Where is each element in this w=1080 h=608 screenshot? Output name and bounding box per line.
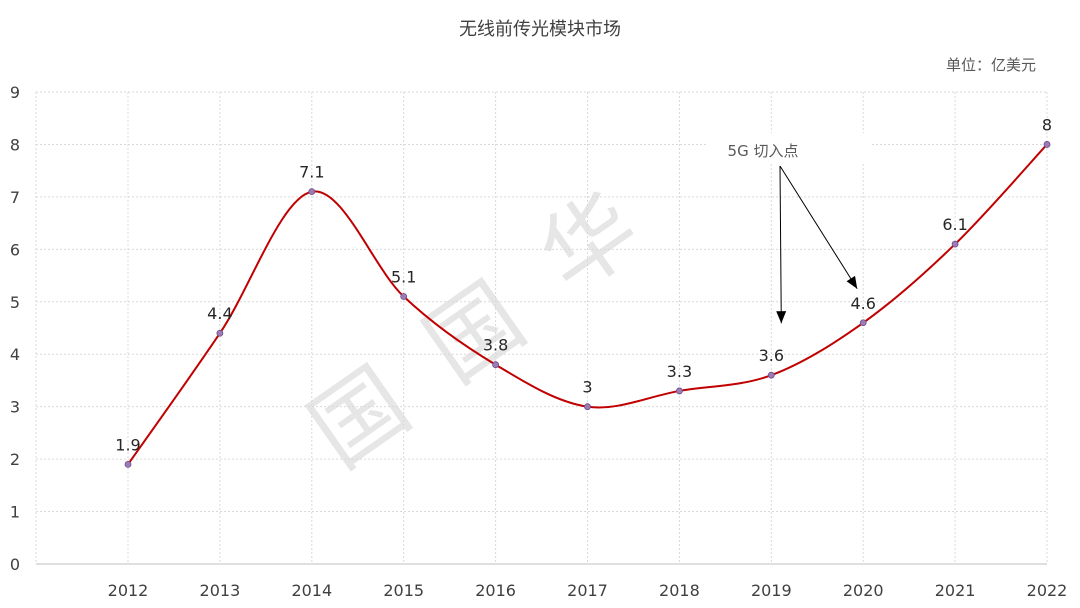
- y-tick-label: 2: [10, 450, 20, 469]
- series-line: [127, 143, 1048, 465]
- x-tick-label: 2016: [475, 581, 516, 600]
- gridlines: [35, 91, 1048, 565]
- data-point: [216, 329, 224, 337]
- annotation-arrows: [776, 165, 858, 324]
- y-tick-label: 0: [10, 555, 20, 574]
- chart-title: 无线前传光模块市场: [459, 19, 621, 40]
- x-axis-ticks: 2012 2013 2014 2015 2016 2017 2018 2019 2020 2021…: [108, 581, 1068, 600]
- annotation-arrow: [779, 165, 858, 290]
- data-point: [308, 188, 316, 196]
- x-tick-label: 2012: [108, 581, 149, 600]
- data-point: [859, 319, 867, 327]
- y-tick-label: 9: [10, 83, 20, 102]
- data-label: 4.6: [850, 294, 875, 313]
- annotation-arrow: [779, 165, 782, 324]
- unit-label: 单位：亿美元: [946, 56, 1036, 74]
- data-point: [584, 403, 591, 411]
- y-tick-label: 7: [10, 188, 20, 207]
- x-tick-label: 2015: [383, 581, 424, 600]
- x-tick-label: 2019: [751, 581, 792, 600]
- watermark-char-2: 国: [406, 263, 543, 403]
- watermark-char-3: 华: [521, 173, 658, 313]
- x-tick-label: 2020: [843, 581, 884, 600]
- data-label: 3: [582, 378, 592, 397]
- y-tick-label: 4: [10, 345, 20, 364]
- data-point: [951, 240, 959, 248]
- data-label: 5.1: [391, 268, 416, 287]
- data-point: [492, 361, 500, 369]
- data-labels: 1.9 4.4 7.1 5.1 3.8 3 3.3 3.6 4.6 6.1 8: [115, 115, 1052, 454]
- y-tick-label: 8: [10, 135, 20, 154]
- data-label: 3.3: [667, 362, 692, 381]
- data-point: [124, 460, 132, 468]
- data-markers: [124, 141, 1051, 468]
- annotation-box: [706, 133, 871, 163]
- x-tick-label: 2022: [1027, 581, 1068, 600]
- data-point: [400, 293, 408, 300]
- y-axis-ticks: 0 1 2 3 4 5 6 7 8 9: [10, 83, 20, 574]
- data-point: [767, 371, 775, 379]
- annotation-arrowhead: [776, 311, 787, 324]
- watermark: 国 国 华: [291, 173, 658, 488]
- y-tick-label: 6: [10, 240, 20, 259]
- annotation-label: 5G 切入点: [728, 142, 799, 160]
- y-tick-label: 3: [10, 398, 20, 417]
- x-tick-label: 2021: [935, 581, 976, 600]
- annotation-arrowhead: [846, 275, 858, 289]
- x-tick-label: 2017: [567, 581, 608, 600]
- data-label: 6.1: [942, 215, 967, 234]
- data-point: [676, 387, 683, 395]
- data-label: 8: [1042, 115, 1052, 134]
- x-tick-label: 2013: [200, 581, 241, 600]
- data-point: [1043, 141, 1051, 148]
- data-label: 3.6: [759, 346, 784, 365]
- x-tick-label: 2014: [291, 581, 332, 600]
- data-label: 3.8: [483, 336, 508, 355]
- x-tick-label: 2018: [659, 581, 700, 600]
- data-label: 1.9: [115, 435, 140, 454]
- data-label: 7.1: [299, 163, 324, 182]
- data-label: 4.4: [207, 304, 232, 323]
- y-tick-label: 5: [10, 293, 20, 312]
- y-tick-label: 1: [10, 503, 20, 522]
